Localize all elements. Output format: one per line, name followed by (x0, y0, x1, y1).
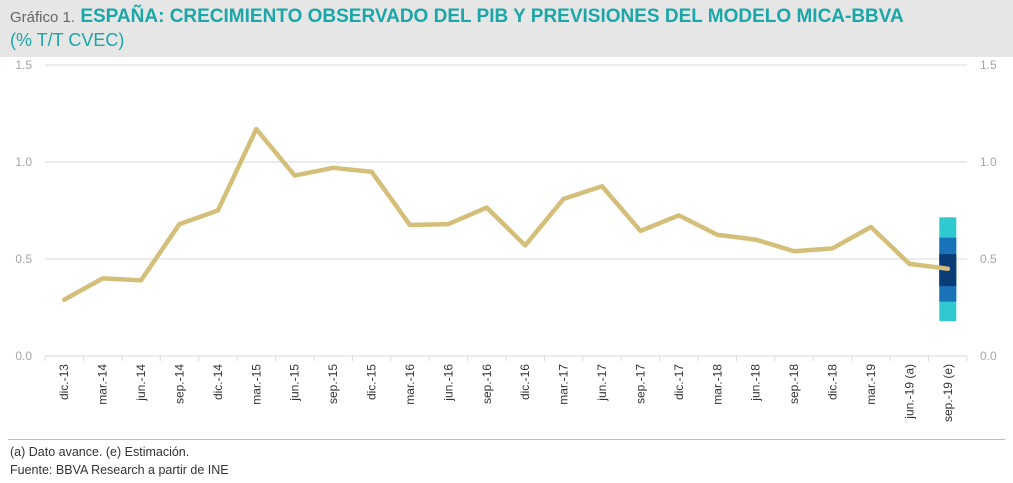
data-point (407, 223, 412, 228)
y-tick-label-right: 1.0 (980, 155, 997, 169)
x-tick-label: mar.-15 (249, 364, 263, 405)
chart-number: Gráfico 1. (10, 9, 76, 26)
source-note: Fuente: BBVA Research a partir de INE (10, 463, 229, 477)
data-point (792, 249, 797, 254)
x-tick-label: jun.-18 (749, 364, 763, 402)
footer-divider (8, 439, 1005, 440)
data-point (62, 297, 67, 302)
data-point (830, 246, 835, 251)
x-tick-label: jun.-19 (a) (902, 364, 916, 420)
x-tick-label: jun.-15 (288, 364, 302, 402)
gdp-line (61, 126, 951, 302)
x-tick-label: dic.-15 (365, 364, 379, 400)
x-tick-label: sep.-14 (172, 364, 186, 404)
data-point (100, 276, 105, 281)
y-axis-labels: 0.0 0.0 0.5 0.5 1.0 1.0 1.5 1.5 (15, 58, 997, 363)
x-tick-label: dic.-18 (826, 364, 840, 400)
data-point (523, 243, 528, 248)
data-point (561, 196, 566, 201)
data-point (139, 278, 144, 283)
x-tick-label: mar.-18 (710, 364, 724, 405)
x-tick-label: dic.-13 (57, 364, 71, 400)
y-tick-label-left: 0.0 (15, 349, 32, 363)
x-tick-label: mar.-14 (96, 364, 110, 405)
title-bar: Gráfico 1. ESPAÑA: CRECIMIENTO OBSERVADO… (0, 0, 1013, 57)
x-tick-label: sep.-16 (480, 364, 494, 404)
x-tick-label: dic.-16 (518, 364, 532, 400)
data-point (446, 222, 451, 227)
data-point (215, 208, 220, 213)
x-tick-label: jun.-17 (595, 364, 609, 402)
x-tick-label: sep.-17 (633, 364, 647, 404)
y-tick-label-right: 0.5 (980, 252, 997, 266)
x-tick-label: sep.-18 (787, 364, 801, 404)
x-tick-label: mar.-17 (557, 364, 571, 405)
chart-plot: 0.0 0.0 0.5 0.5 1.0 1.0 1.5 1.5 dic.-13 mar.-14 j… (15, 58, 997, 422)
grid-lines (44, 64, 968, 361)
x-tick-label: jun.-14 (134, 364, 148, 402)
data-point (715, 232, 720, 237)
y-tick-label-right: 0.0 (980, 349, 997, 363)
y-tick-label-right: 1.5 (980, 58, 997, 72)
data-point (369, 169, 374, 174)
data-point (945, 266, 950, 271)
data-point (484, 205, 489, 210)
data-point (907, 261, 912, 266)
data-point (868, 224, 873, 229)
chart-subtitle: (% T/T CVEC) (10, 30, 125, 50)
x-tick-label: mar.-19 (864, 364, 878, 405)
data-point (177, 222, 182, 227)
x-tick-label: jun.-16 (441, 364, 455, 402)
data-point (254, 127, 259, 132)
x-tick-label: sep.-19 (e) (941, 364, 955, 422)
data-point (292, 173, 297, 178)
data-point (600, 184, 605, 189)
x-tick-label: dic.-17 (672, 364, 686, 400)
y-tick-label-left: 1.5 (15, 58, 32, 72)
y-tick-label-left: 0.5 (15, 252, 32, 266)
data-point (676, 213, 681, 218)
footnote: (a) Dato avance. (e) Estimación. (10, 445, 190, 459)
chart-title-text: ESPAÑA: CRECIMIENTO OBSERVADO DEL PIB Y … (80, 6, 904, 27)
data-point (753, 237, 758, 242)
data-point (638, 228, 643, 233)
x-tick-label: sep.-15 (326, 364, 340, 404)
gdp-series (61, 126, 951, 302)
x-axis-labels: dic.-13 mar.-14 jun.-14 sep.-14 dic.-14 mar.-… (57, 364, 955, 422)
x-tick-label: dic.-14 (211, 364, 225, 400)
data-point (331, 165, 336, 170)
chart-title: Gráfico 1. ESPAÑA: CRECIMIENTO OBSERVADO… (10, 6, 904, 29)
y-tick-label-left: 1.0 (15, 155, 32, 169)
x-tick-label: mar.-16 (403, 364, 417, 405)
